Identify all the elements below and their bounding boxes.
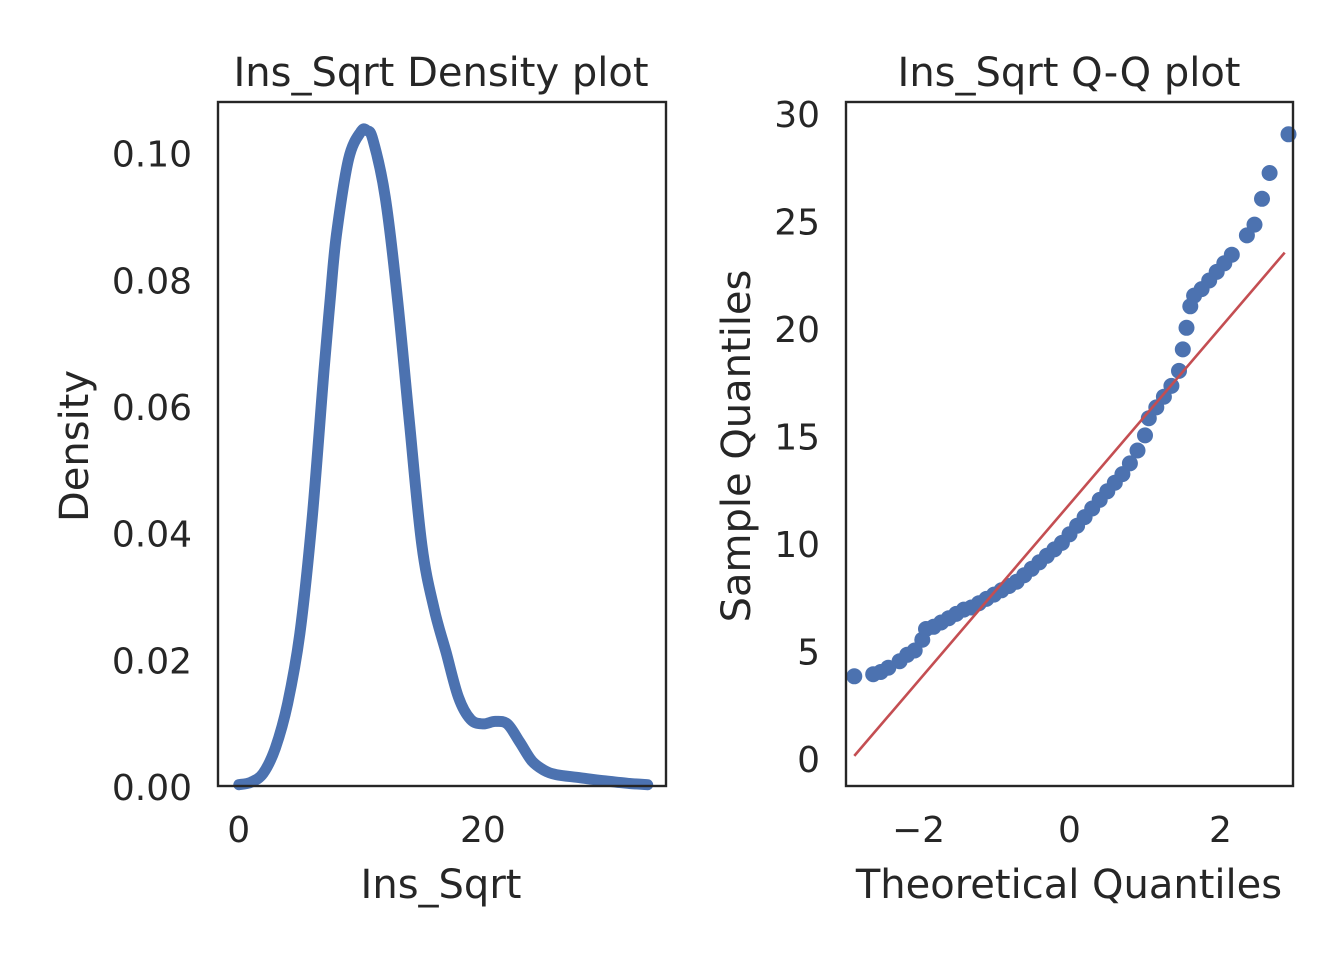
- qq-point: [1246, 216, 1263, 233]
- qq-x-tick-label: 0: [1058, 810, 1081, 851]
- density-y-tick-label: 0.06: [112, 388, 192, 429]
- density-x-tick-label: 20: [460, 810, 506, 851]
- qq-point: [1121, 455, 1138, 472]
- qq-y-ticks: 0 5 10 15 20 25 30: [774, 95, 820, 781]
- qq-point: [1223, 246, 1240, 263]
- density-axes-frame: [216, 100, 668, 788]
- qq-reference-line: [853, 251, 1286, 757]
- qq-y-tick-label: 25: [774, 202, 820, 243]
- qq-y-tick-label: 10: [774, 525, 820, 566]
- qq-y-tick-label: 5: [797, 632, 820, 673]
- qq-point: [1254, 190, 1270, 207]
- density-x-axis-label: Ins_Sqrt: [361, 862, 522, 908]
- qq-x-axis-label: Theoretical Quantiles: [855, 862, 1282, 908]
- density-plot-title: Ins_Sqrt Density plot: [233, 50, 648, 96]
- qq-point: [1178, 319, 1195, 336]
- density-y-tick-label: 0.08: [112, 261, 192, 302]
- density-y-tick-label: 0.04: [112, 515, 192, 556]
- qq-x-tick-label: 2: [1209, 810, 1232, 851]
- density-plot-panel: Ins_Sqrt Density plot 0.000.020.040.060.…: [52, 50, 668, 908]
- density-y-tick-label: 0.00: [112, 768, 192, 809]
- qq-point: [846, 668, 863, 685]
- qq-point: [1129, 442, 1146, 459]
- qq-sample-points: [846, 126, 1297, 685]
- qq-x-ticks: −2 0 2: [892, 810, 1232, 851]
- density-x-ticks: 0 20: [227, 810, 506, 851]
- qq-y-tick-label: 20: [774, 310, 820, 351]
- density-y-axis-label: Density: [52, 370, 98, 522]
- density-curve: [233, 123, 654, 791]
- qq-y-axis-label: Sample Quantiles: [714, 270, 760, 623]
- qq-plot-title: Ins_Sqrt Q-Q plot: [898, 50, 1241, 96]
- density-y-tick-label: 0.02: [112, 641, 192, 682]
- density-x-tick-label: 0: [227, 810, 250, 851]
- qq-y-tick-label: 15: [774, 417, 820, 458]
- qq-x-tick-label: −2: [892, 810, 945, 851]
- qq-point: [1171, 362, 1187, 379]
- qq-y-tick-label: 0: [797, 740, 820, 781]
- density-y-ticks: 0.00 0.02 0.04 0.06 0.08 0.10: [112, 135, 192, 809]
- qq-plot-panel: Ins_Sqrt Q-Q plot 0 5 10 15 20 25 30 −2 0 2 Theo…: [714, 50, 1297, 908]
- qq-point: [1137, 427, 1153, 444]
- qq-axes-frame: [844, 100, 1295, 788]
- density-y-tick-label: 0.10: [112, 135, 192, 176]
- qq-y-tick-label: 30: [774, 95, 820, 136]
- qq-point: [1261, 165, 1278, 181]
- qq-point: [1174, 341, 1191, 358]
